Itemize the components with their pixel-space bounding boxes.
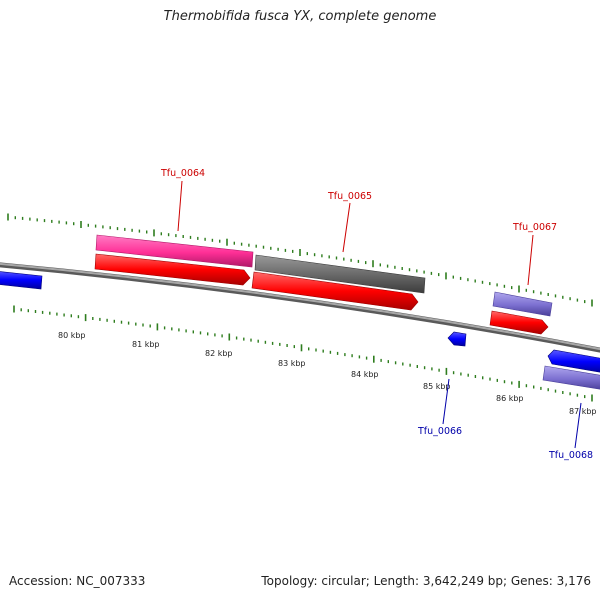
leader-tfu-0064 (177, 180, 183, 232)
gene-tfu-0065-bar[interactable] (254, 254, 426, 294)
gene-tfu-0068-bar[interactable] (542, 365, 600, 390)
leader-tfu-0066 (442, 378, 450, 425)
cds-tfu-0065-arrow[interactable] (251, 271, 419, 311)
leader-tfu-0067 (527, 234, 534, 286)
map-title: Thermobifida fusca YX, complete genome (163, 9, 437, 24)
leader-tfu-0065 (342, 202, 351, 253)
scale-label-85kbp: 85 kbp (423, 382, 451, 391)
gene-tfu-0064-bar[interactable] (95, 234, 254, 268)
scale-label-84kbp: 84 kbp (351, 370, 379, 379)
scale-label-86kbp: 86 kbp (496, 394, 524, 403)
scale-label-83kbp: 83 kbp (278, 359, 306, 368)
gene-label-tfu-0066[interactable]: Tfu_0066 (417, 426, 462, 437)
genome-backbone-highlight (0, 262, 600, 351)
cds-left-edge-block[interactable] (0, 271, 43, 290)
scale-label-87kbp: 87 kbp (569, 407, 597, 416)
leader-tfu-0068 (574, 402, 582, 449)
gene-label-tfu-0068[interactable]: Tfu_0068 (548, 450, 593, 461)
cds-tfu-0067-arrow[interactable] (489, 310, 549, 335)
scale-label-81kbp: 81 kbp (132, 340, 160, 349)
gene-label-tfu-0064[interactable]: Tfu_0064 (160, 168, 205, 179)
gene-label-tfu-0067[interactable]: Tfu_0067 (512, 222, 557, 233)
accession-label: Accession: NC_007333 (9, 574, 146, 588)
gene-label-tfu-0065[interactable]: Tfu_0065 (327, 191, 372, 202)
scale-label-82kbp: 82 kbp (205, 349, 233, 358)
scale-label-80kbp: 80 kbp (58, 331, 86, 340)
genome-summary: Topology: circular; Length: 3,642,249 bp… (261, 574, 591, 588)
cds-tfu-0068-arrow[interactable] (547, 349, 600, 373)
cds-tfu-0066-arrow[interactable] (447, 331, 467, 347)
upper-tick-ring (7, 213, 593, 307)
gene-tfu-0067-bar[interactable] (492, 291, 553, 317)
lower-tick-ring (13, 305, 593, 402)
cds-tfu-0064-arrow[interactable] (94, 253, 251, 286)
